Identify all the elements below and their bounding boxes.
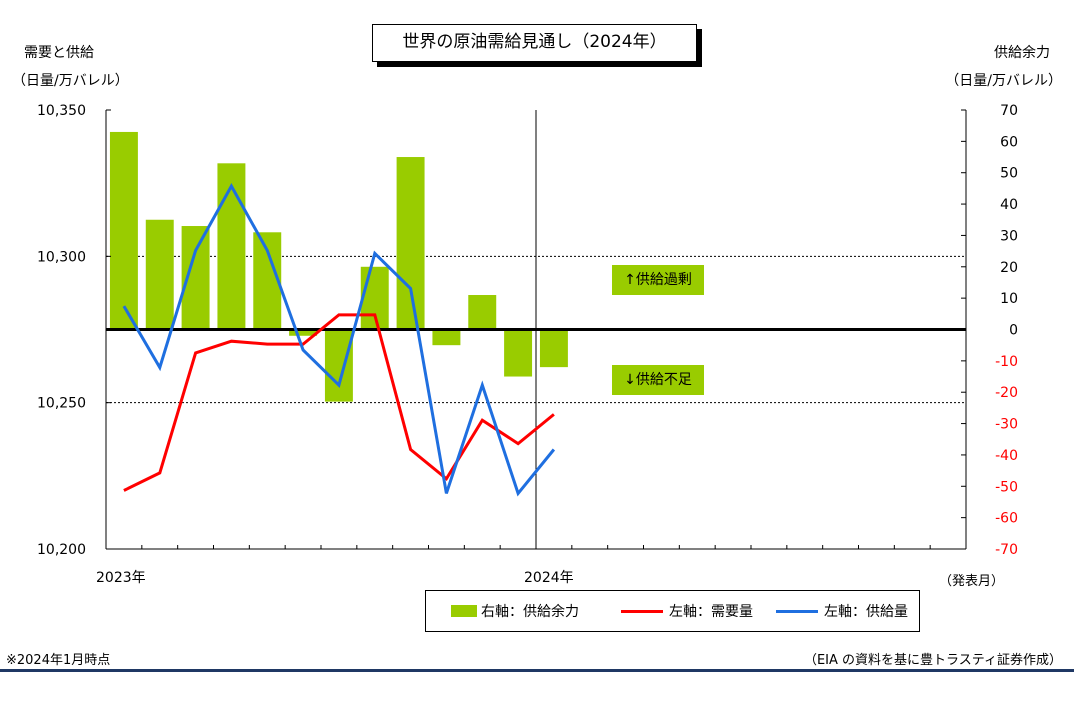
legend-label-demand: 左軸：需要量 [669,604,753,620]
bar-supply-capacity [145,219,174,330]
right-axis-tick-label: 30 [1000,228,1018,244]
legend-item-demand: 左軸：需要量 [621,591,753,631]
right-axis-tick-label: -70 [995,542,1018,558]
deficit-annotation: ↓供給不足 [612,365,704,395]
right-axis-label: 供給余力 [994,45,1050,61]
bar-supply-capacity [109,131,138,330]
right-axis-tick-label: 70 [1000,103,1018,119]
right-axis-tick-label: -10 [995,354,1018,370]
bar-supply-capacity [539,329,568,368]
legend-item-supply: 左軸：供給量 [776,591,908,631]
supply-line [122,183,556,497]
bar-supply-capacity [396,157,425,330]
year-label-2023: 2023年 [96,570,146,586]
demand-line [123,313,555,492]
right-axis-tick-label: 20 [1000,260,1018,276]
footer-rule [0,669,1074,672]
right-axis-tick-label: -20 [995,385,1018,401]
footer-note: ※2024年1月時点 [6,653,111,668]
legend-swatch-bar [451,605,477,617]
bar-supply-capacity [324,329,353,402]
left-axis-label: 需要と供給 [24,45,94,61]
right-axis-tick-label: 0 [1009,323,1018,339]
chart-legend: 右軸：供給余力 左軸：需要量 左軸：供給量 [425,590,920,632]
right-axis-tick-label: 50 [1000,166,1018,182]
legend-swatch-demand-line [621,609,663,613]
left-axis-tick-label: 10,200 [37,542,86,558]
bar-supply-capacity [468,295,497,330]
right-axis-tick-label: 10 [1000,291,1018,307]
left-axis-unit: （日量/万バレル） [12,73,129,89]
right-axis-tick-label: -60 [995,511,1018,527]
legend-swatch-supply-line [776,609,818,613]
left-axis-tick-label: 10,300 [37,249,86,265]
bar-supply-capacity [432,329,461,346]
year-label-2024: 2024年 [524,570,574,586]
surplus-annotation: ↑供給過剰 [612,265,704,295]
source-note: （EIA の資料を基に豊トラスティ証券作成） [803,653,1062,668]
chart-title: 世界の原油需給見通し（2024年） [372,24,697,62]
legend-label-supply: 左軸：供給量 [824,604,908,620]
right-axis-unit: （日量/万バレル） [945,73,1062,89]
bar-supply-capacity [289,329,318,336]
right-axis-tick-label: -40 [995,448,1018,464]
x-axis-period-label: （発表月） [938,574,1004,589]
bar-supply-capacity [504,329,533,377]
right-axis-tick-label: -30 [995,417,1018,433]
left-axis-tick-label: 10,350 [37,103,86,119]
bar-supply-capacity [217,163,246,330]
legend-label-supply-capacity: 右軸：供給余力 [481,604,579,620]
left-axis-tick-label: 10,250 [37,396,86,412]
right-axis-tick-label: 40 [1000,197,1018,213]
right-axis-tick-label: -50 [995,479,1018,495]
legend-item-supply-capacity: 右軸：供給余力 [451,591,579,631]
right-axis-tick-label: 60 [1000,134,1018,150]
